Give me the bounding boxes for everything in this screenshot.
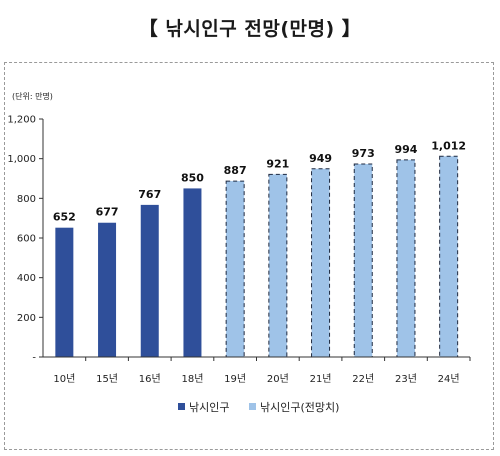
x-tick-label: 19년	[224, 373, 246, 385]
bar-forecast	[268, 173, 288, 358]
data-label: 767	[138, 188, 161, 201]
x-tick-label: 22년	[352, 373, 374, 385]
bar-forecast	[311, 168, 331, 358]
legend-label: 낚시인구	[189, 401, 229, 414]
y-tick-label: 400	[17, 273, 36, 284]
page-title: 【 낚시인구 전망(만명) 】	[138, 18, 362, 40]
y-tick-label: 1,200	[7, 115, 36, 126]
bars: 652 677 767 850 887 921 949 973 994 1,012	[53, 139, 466, 358]
bar-actual	[98, 222, 117, 357]
data-label: 652	[53, 211, 76, 224]
data-label: 850	[181, 171, 204, 184]
y-tick-label: 200	[17, 313, 36, 324]
chart-frame	[4, 62, 494, 450]
data-label: 887	[224, 164, 247, 177]
bar-forecast	[353, 163, 373, 358]
x-tick-label: 15년	[96, 373, 118, 385]
x-axis: 10년 15년 16년 18년 19년 20년 21년 22년 23년 24년	[43, 356, 471, 385]
x-tick-label: 18년	[181, 373, 203, 385]
bar-forecast	[396, 159, 416, 358]
x-tick-label: 16년	[139, 373, 161, 385]
y-tick-label: -	[32, 353, 36, 364]
x-tick-label: 10년	[53, 373, 75, 385]
x-tick-label: 24년	[438, 373, 460, 385]
data-label: 949	[309, 152, 332, 165]
bar-actual	[55, 227, 74, 357]
data-label: 973	[352, 147, 375, 160]
x-tick-label: 20년	[267, 373, 289, 385]
legend: 낚시인구 낚시인구(전망치)	[178, 401, 339, 414]
data-label: 994	[394, 143, 417, 156]
legend-swatch	[249, 403, 256, 410]
unit-label: (단위: 만명)	[12, 91, 53, 101]
y-tick-label: 600	[17, 234, 36, 245]
legend-swatch	[178, 403, 185, 410]
bar-actual	[183, 188, 202, 357]
y-axis: - 200 400 600 800 1,000 1,200	[7, 115, 44, 364]
legend-label: 낚시인구(전망치)	[260, 401, 339, 414]
x-tick-label: 21년	[310, 373, 332, 385]
y-tick-label: 800	[17, 194, 36, 205]
bar-actual	[140, 204, 159, 357]
data-label: 921	[266, 157, 289, 170]
x-tick-label: 23년	[395, 373, 417, 385]
bar-forecast	[225, 180, 245, 358]
data-label: 1,012	[431, 139, 466, 152]
y-tick-label: 1,000	[7, 154, 36, 165]
bar-forecast	[439, 155, 459, 358]
data-label: 677	[96, 206, 119, 219]
